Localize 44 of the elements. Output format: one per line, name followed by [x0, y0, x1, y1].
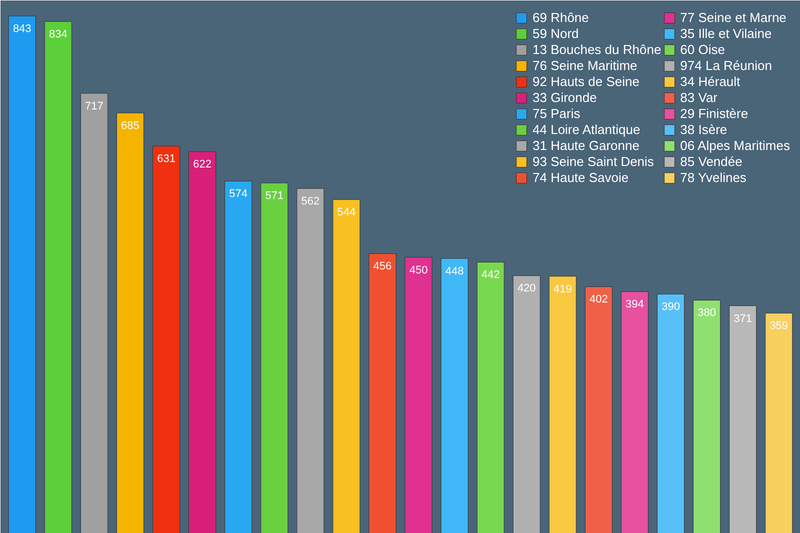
data-label: 380: [698, 307, 716, 320]
data-label: 402: [590, 294, 608, 306]
legend-label: 29 Finistère: [680, 106, 748, 121]
legend-label: 76 Seine Maritime: [532, 58, 638, 73]
legend-label: 75 Paris: [532, 106, 580, 121]
legend-label: 34 Hérault: [680, 74, 740, 89]
data-label: 419: [553, 283, 572, 296]
data-label: 450: [409, 264, 428, 276]
data-label: 834: [48, 28, 68, 41]
data-label: 371: [734, 312, 752, 325]
legend-label: 60 Oise: [680, 42, 725, 57]
legend-label: 06 Alpes Maritimes: [680, 138, 790, 153]
legend-label: 13 Bouches du Rhône: [532, 42, 662, 57]
legend-label: 78 Yvelines: [680, 170, 746, 185]
data-label: 631: [157, 153, 176, 166]
data-label: 394: [626, 298, 644, 311]
legend-label: 74 Haute Savoie: [532, 170, 629, 185]
legend-label: 92 Hauts de Seine: [532, 74, 640, 89]
data-label: 544: [337, 206, 356, 219]
legend-label: 31 Haute Garonne: [532, 138, 640, 153]
data-label: 685: [121, 120, 140, 132]
data-label: 390: [662, 301, 680, 314]
data-label: 622: [193, 158, 212, 171]
data-label: 456: [373, 260, 392, 273]
legend-label: 85 Vendée: [680, 154, 742, 169]
data-label: 359: [770, 320, 788, 332]
data-label: 562: [301, 196, 320, 208]
legend-label: 93 Seine Saint Denis: [532, 154, 654, 169]
legend-label: 59 Nord: [532, 26, 579, 41]
legend-label: 44 Loire Atlantique: [532, 122, 640, 137]
data-label: 442: [481, 269, 500, 282]
legend-label: 69 Rhône: [532, 10, 589, 25]
legend-label: 974 La Réunion: [680, 58, 772, 73]
legend-label: 77 Seine et Marne: [680, 10, 786, 25]
data-label: 571: [265, 190, 284, 202]
data-label: 420: [517, 282, 536, 295]
legend-label: 33 Gironde: [532, 90, 597, 105]
data-label: 574: [229, 188, 248, 200]
legend-label: 83 Var: [680, 90, 718, 105]
data-label: 448: [445, 265, 464, 278]
data-label: 843: [12, 23, 32, 36]
legend-label: 35 Ille et Vilaine: [680, 26, 772, 41]
data-label: 717: [85, 100, 104, 112]
legend-label: 38 Isère: [680, 122, 728, 137]
